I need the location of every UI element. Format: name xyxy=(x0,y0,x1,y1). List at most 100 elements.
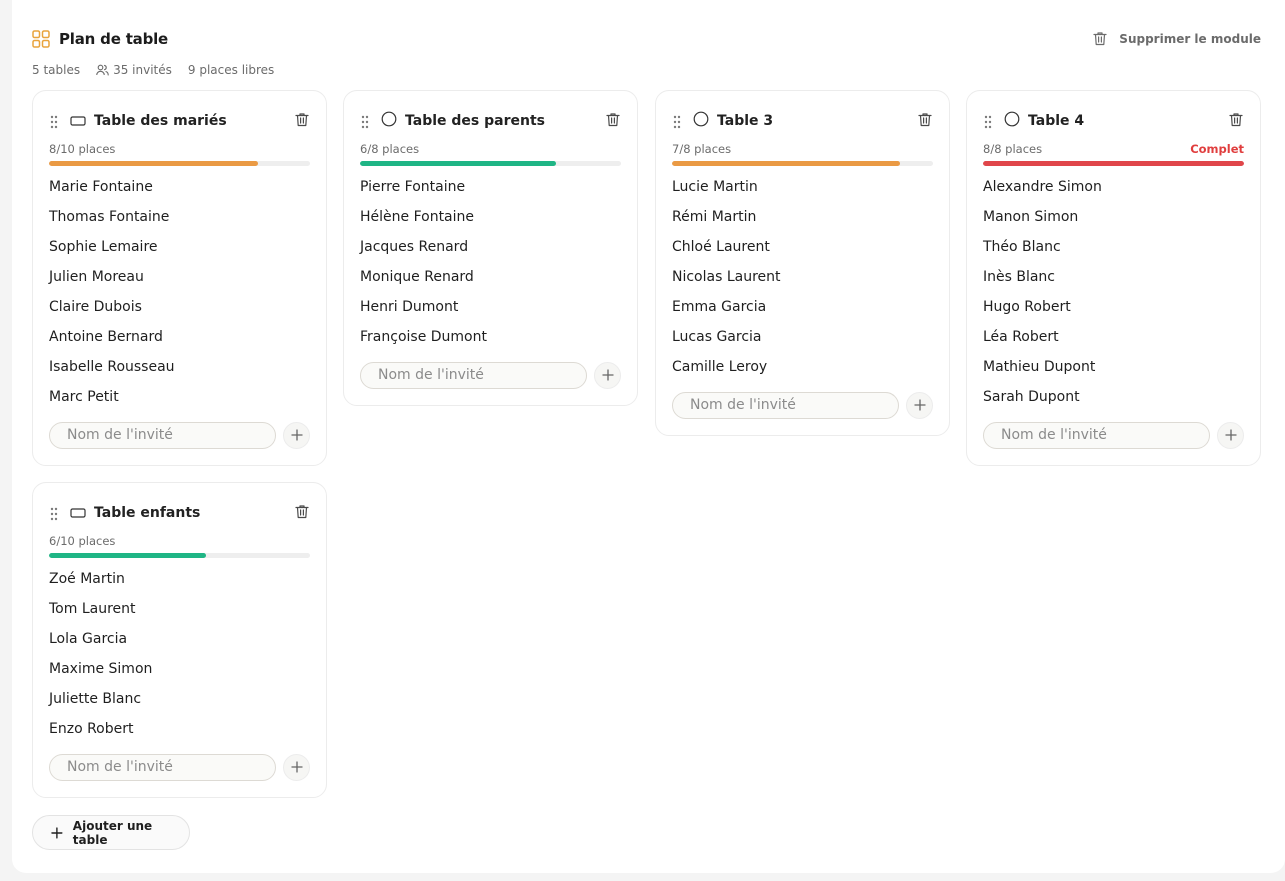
trash-icon xyxy=(1229,113,1243,127)
table-card-header: Table 3 xyxy=(673,111,932,131)
capacity-bar-fill xyxy=(360,161,556,166)
plus-icon xyxy=(290,429,303,441)
table-name: Table 3 xyxy=(717,113,774,129)
drag-handle-icon[interactable] xyxy=(50,506,58,521)
drag-handle-icon[interactable] xyxy=(50,114,58,129)
capacity-bar-fill xyxy=(49,553,206,558)
places-count: 8/8 places xyxy=(983,142,1043,156)
table-card: Table des mariés 8/10 places Marie Fonta… xyxy=(32,90,327,466)
guest-item: Marie Fontaine xyxy=(49,179,153,195)
tables-count: 5 tables xyxy=(32,63,81,77)
layout-grid-icon xyxy=(32,30,50,48)
guest-item: Mathieu Dupont xyxy=(983,359,1096,375)
places-count: 8/10 places xyxy=(49,142,116,156)
table-card-header: Table enfants xyxy=(50,503,309,523)
table-card-header: Table des parents xyxy=(361,111,620,131)
add-guest-row xyxy=(49,753,310,781)
module-stats: 5 tables 35 invités 9 places libres xyxy=(32,63,290,77)
table-name: Table enfants xyxy=(94,505,201,521)
trash-icon xyxy=(1093,32,1107,46)
places-count: 6/10 places xyxy=(49,534,116,548)
trash-icon xyxy=(295,505,309,519)
add-guest-row xyxy=(49,421,310,449)
guest-item: Henri Dumont xyxy=(360,299,459,315)
guest-list: Marie Fontaine Thomas Fontaine Sophie Le… xyxy=(49,177,175,417)
table-card-header: Table des mariés xyxy=(50,111,309,131)
guest-item: Monique Renard xyxy=(360,269,474,285)
add-guest-button[interactable] xyxy=(594,361,621,389)
plus-icon xyxy=(1224,429,1237,441)
guest-name-input[interactable] xyxy=(49,753,276,781)
places-count: 7/8 places xyxy=(672,142,732,156)
rectangle-table-icon xyxy=(70,112,86,131)
plus-icon xyxy=(290,761,303,773)
round-table-icon xyxy=(693,111,709,131)
guest-item: Chloé Laurent xyxy=(672,239,770,255)
guest-item: Julien Moreau xyxy=(49,269,144,285)
delete-table-button[interactable] xyxy=(918,112,932,131)
guest-item: Léa Robert xyxy=(983,329,1059,345)
rectangle-table-icon xyxy=(70,504,86,523)
add-guest-row xyxy=(983,421,1244,449)
guest-name-input[interactable] xyxy=(672,391,899,419)
guest-name-input[interactable] xyxy=(49,421,276,449)
plus-icon xyxy=(913,399,926,411)
delete-module-button[interactable]: Supprimer le module xyxy=(1093,31,1261,46)
guest-item: Sarah Dupont xyxy=(983,389,1080,405)
add-guest-button[interactable] xyxy=(283,421,310,449)
capacity-bar xyxy=(49,161,310,166)
capacity-bar xyxy=(49,553,310,558)
drag-handle-icon[interactable] xyxy=(361,114,369,129)
table-card: Table des parents 6/8 places Pierre Font… xyxy=(343,90,638,406)
table-card-header: Table 4 xyxy=(984,111,1243,131)
capacity-bar-fill xyxy=(672,161,901,166)
guest-item: Hélène Fontaine xyxy=(360,209,475,225)
round-table-icon xyxy=(381,111,397,131)
users-icon xyxy=(96,64,109,76)
drag-handle-icon[interactable] xyxy=(984,114,992,129)
round-table-icon xyxy=(1004,111,1020,131)
guest-item: Françoise Dumont xyxy=(360,329,487,345)
guest-item: Rémi Martin xyxy=(672,209,757,225)
delete-module-label: Supprimer le module xyxy=(1119,31,1261,46)
guest-name-input[interactable] xyxy=(360,361,587,389)
delete-table-button[interactable] xyxy=(295,112,309,131)
add-guest-button[interactable] xyxy=(283,753,310,781)
guest-item: Sophie Lemaire xyxy=(49,239,158,255)
table-card: Table 4 8/8 places Complet Alexandre Sim… xyxy=(966,90,1261,466)
guest-list: Lucie Martin Rémi Martin Chloé Laurent N… xyxy=(672,177,781,387)
module-title: Plan de table xyxy=(59,30,169,48)
guest-item: Camille Leroy xyxy=(672,359,768,375)
places-count: 6/8 places xyxy=(360,142,420,156)
full-status-badge: Complet xyxy=(1190,142,1244,156)
capacity-bar xyxy=(360,161,621,166)
guest-item: Claire Dubois xyxy=(49,299,142,315)
seating-plan-module: Plan de table Supprimer le module 5 tabl… xyxy=(12,0,1285,873)
add-table-button[interactable]: Ajouter une table xyxy=(32,815,190,850)
delete-table-button[interactable] xyxy=(1229,112,1243,131)
add-guest-row xyxy=(672,391,933,419)
guest-item: Manon Simon xyxy=(983,209,1079,225)
free-places-count: 9 places libres xyxy=(187,63,275,77)
guest-item: Maxime Simon xyxy=(49,661,153,677)
capacity-bar-fill xyxy=(49,161,258,166)
guest-item: Alexandre Simon xyxy=(983,179,1102,195)
capacity-bar xyxy=(672,161,933,166)
plus-icon xyxy=(51,826,63,839)
module-header: Plan de table Supprimer le module xyxy=(32,30,1261,52)
drag-handle-icon[interactable] xyxy=(673,114,681,129)
table-name: Table des mariés xyxy=(94,113,227,129)
title-wrap: Plan de table xyxy=(32,30,168,48)
guest-item: Antoine Bernard xyxy=(49,329,163,345)
guest-item: Hugo Robert xyxy=(983,299,1071,315)
plus-icon xyxy=(601,369,614,381)
add-guest-button[interactable] xyxy=(906,391,933,419)
guest-item: Marc Petit xyxy=(49,389,119,405)
guest-item: Tom Laurent xyxy=(49,601,136,617)
add-guest-button[interactable] xyxy=(1217,421,1244,449)
guest-item: Théo Blanc xyxy=(983,239,1061,255)
add-guest-row xyxy=(360,361,621,389)
delete-table-button[interactable] xyxy=(606,112,620,131)
guest-name-input[interactable] xyxy=(983,421,1210,449)
delete-table-button[interactable] xyxy=(295,504,309,523)
